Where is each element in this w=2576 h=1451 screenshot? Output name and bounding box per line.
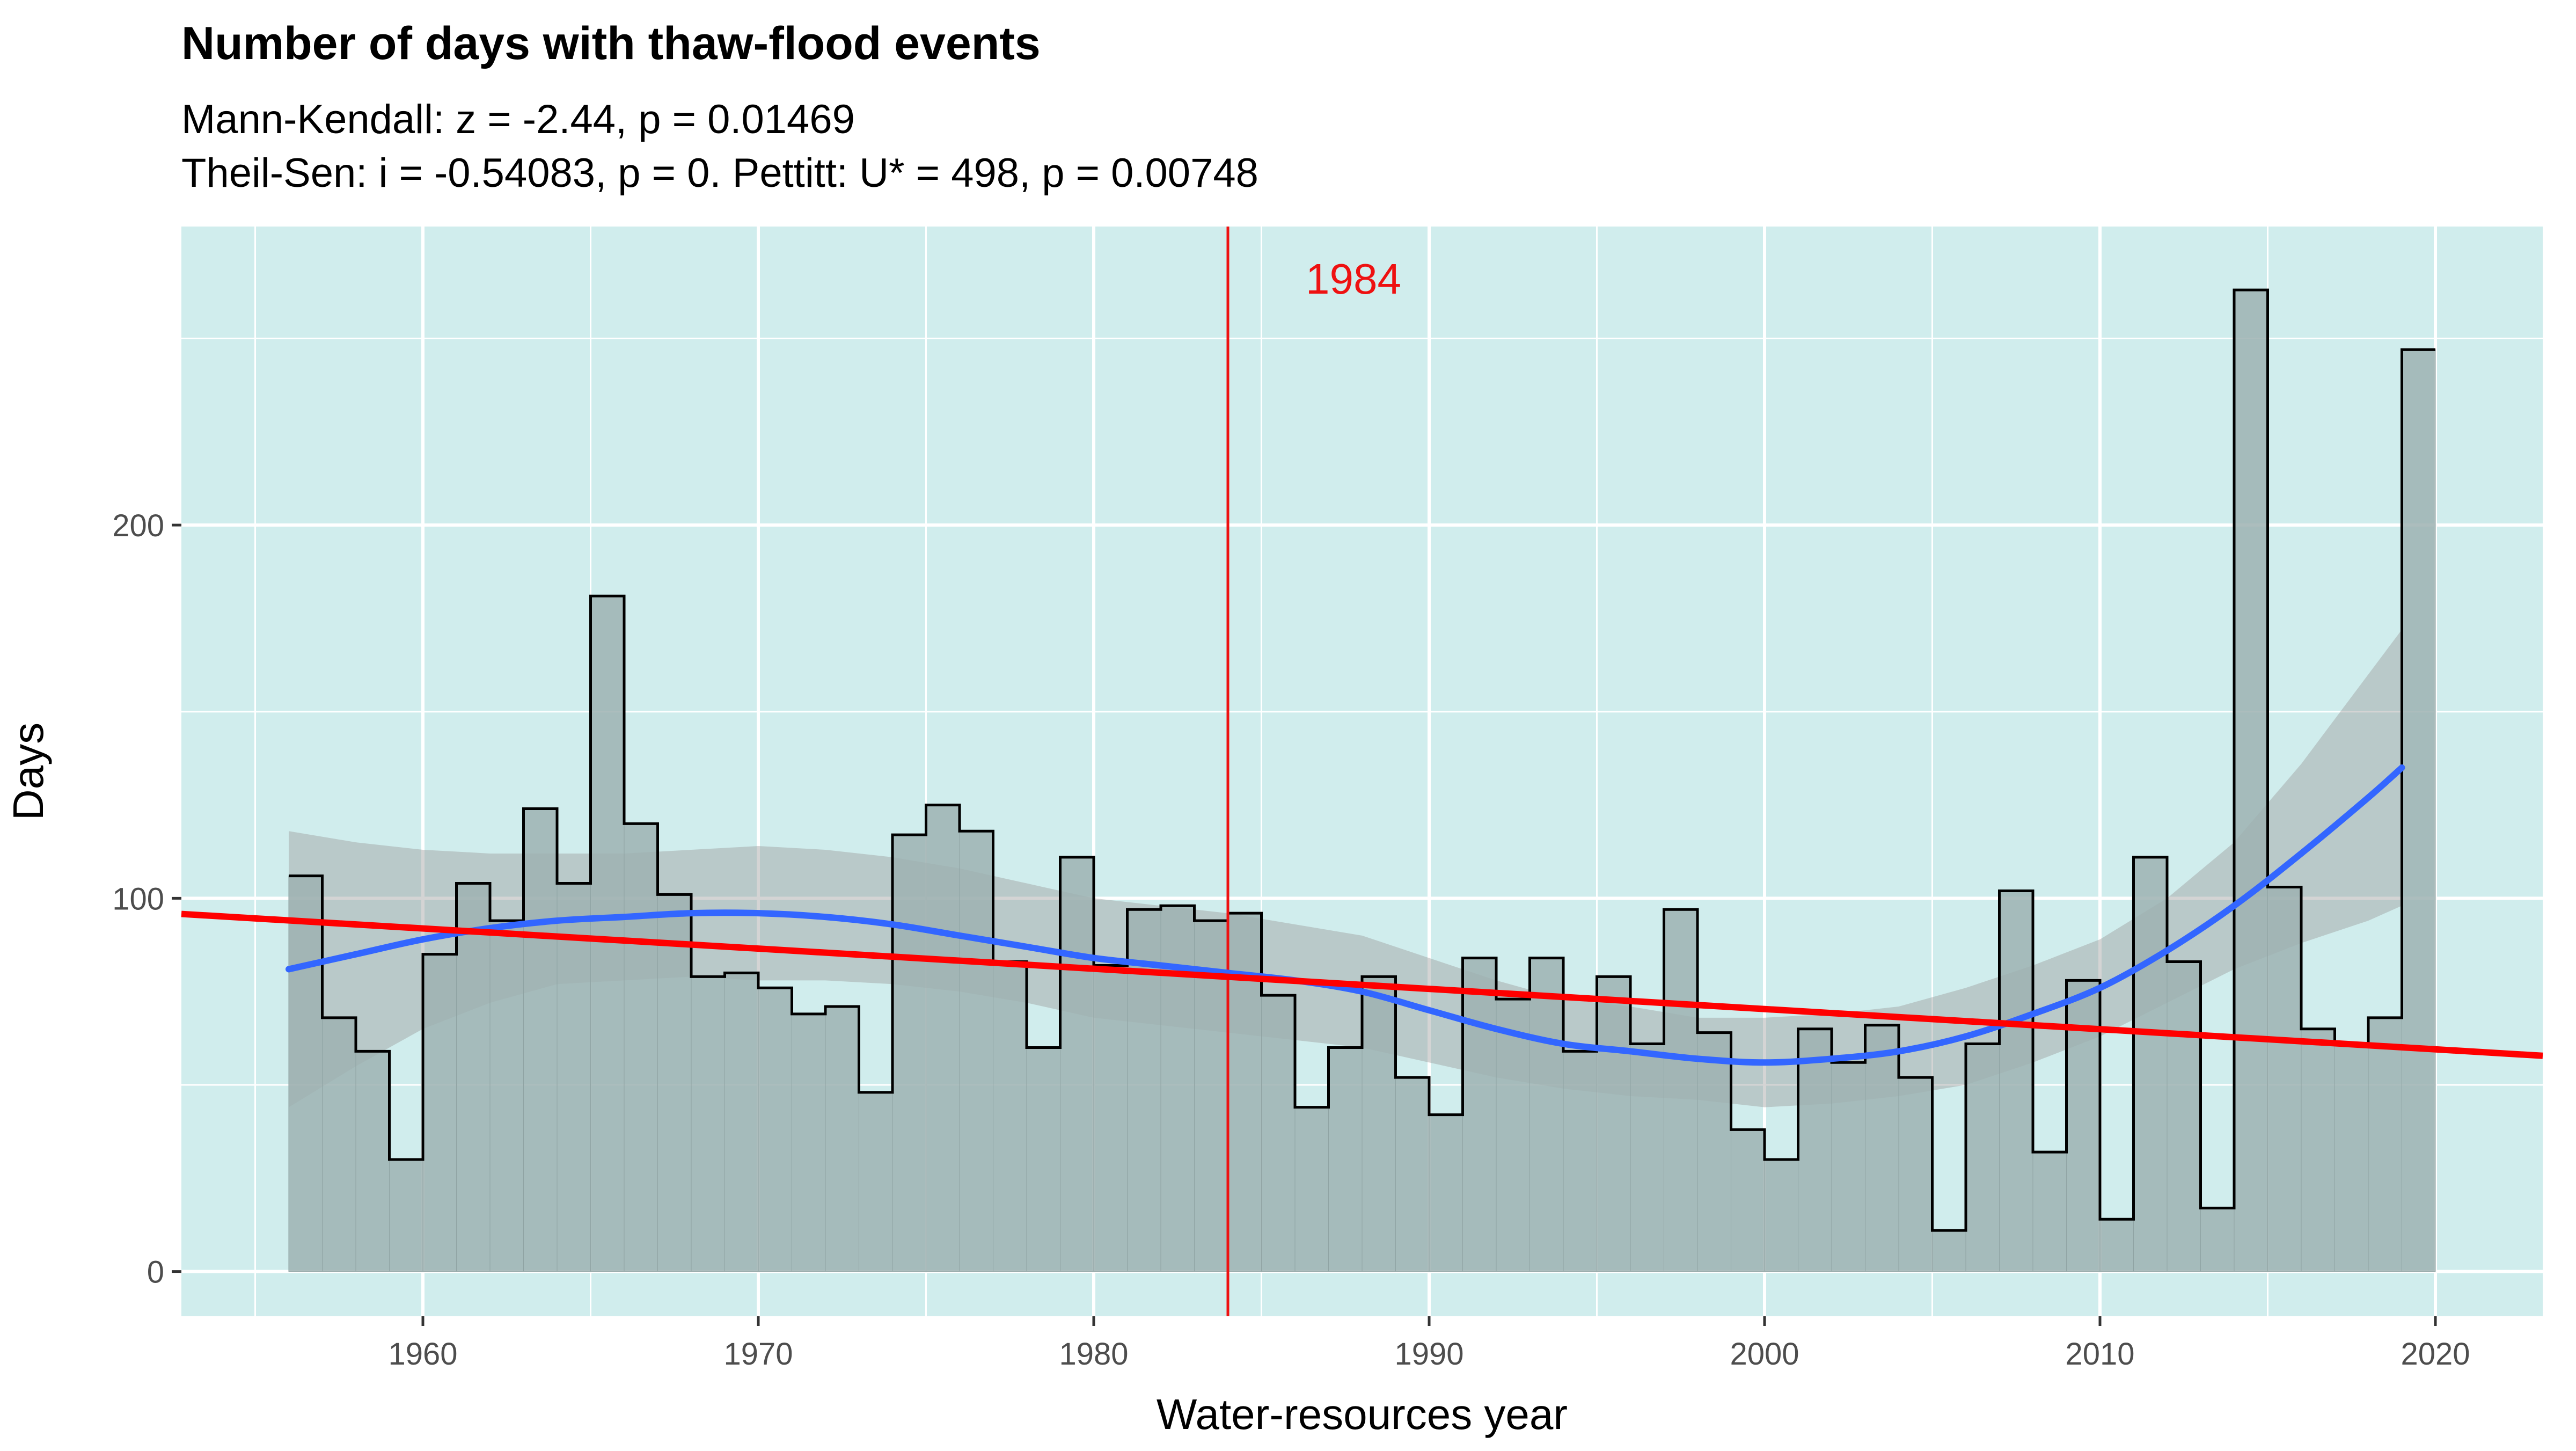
bar-1988 <box>1362 976 1396 1272</box>
bar-1973 <box>859 1092 893 1272</box>
bar-1993 <box>1529 958 1564 1272</box>
y-tick-label: 100 <box>112 881 164 916</box>
bar-1984 <box>1227 913 1262 1272</box>
bar-1957 <box>322 1017 356 1272</box>
bar-1968 <box>691 976 725 1272</box>
bar-1995 <box>1597 976 1631 1272</box>
bar-1964 <box>557 883 591 1272</box>
bar-1962 <box>489 920 524 1272</box>
bar-2003 <box>1865 1025 1899 1272</box>
bar-2010 <box>2099 1219 2134 1272</box>
x-tick-label: 1980 <box>1059 1337 1128 1372</box>
bar-1976 <box>959 830 993 1272</box>
bar-1959 <box>389 1159 423 1272</box>
bar-2016 <box>2301 1029 2335 1272</box>
bar-2018 <box>2368 1017 2402 1272</box>
bar-1986 <box>1294 1107 1329 1272</box>
y-axis: 0 100 200 <box>112 508 181 1290</box>
bar-1980 <box>1093 965 1128 1272</box>
trend-line <box>181 910 2543 1059</box>
bar-1989 <box>1395 1077 1430 1272</box>
bar-1966 <box>624 823 658 1272</box>
bar-1982 <box>1160 905 1195 1272</box>
bar-1992 <box>1496 998 1530 1272</box>
bar-1961 <box>456 883 491 1272</box>
bar-2011 <box>2133 857 2168 1272</box>
smooth-confidence-band <box>289 629 2402 1107</box>
bar-2017 <box>2334 1044 2369 1272</box>
bar-2015 <box>2267 887 2302 1272</box>
bar-1971 <box>792 1013 826 1272</box>
bar-1987 <box>1328 1047 1363 1272</box>
bar-2004 <box>1898 1077 1933 1272</box>
bar-1956 <box>288 876 323 1272</box>
bar-1972 <box>825 1006 859 1272</box>
bar-2019 <box>2402 349 2436 1272</box>
bar-2008 <box>2032 1151 2067 1272</box>
bar-1991 <box>1462 958 1497 1272</box>
bars <box>288 288 2436 1272</box>
change-point-label: 1984 <box>1306 255 1401 303</box>
chart-subtitle-line-2: Theil-Sen: i = -0.54083, p = 0. Pettitt:… <box>181 150 1258 196</box>
bar-1969 <box>724 972 759 1272</box>
x-tick-label: 1970 <box>723 1337 793 1372</box>
x-tick-label: 1960 <box>388 1337 457 1372</box>
x-tick-label: 1990 <box>1394 1337 1463 1372</box>
bar-1967 <box>657 894 692 1272</box>
chart-subtitle-line-1: Mann-Kendall: z = -2.44, p = 0.01469 <box>181 97 855 142</box>
bar-2009 <box>2066 980 2101 1272</box>
x-tick-label: 2010 <box>2065 1337 2134 1372</box>
x-axis: 1960 1970 1980 1990 2000 2010 2020 <box>388 1316 2470 1372</box>
bar-1985 <box>1261 995 1296 1272</box>
bar-2012 <box>2167 961 2201 1272</box>
bar-2007 <box>1999 890 2033 1272</box>
bar-1975 <box>926 805 960 1272</box>
bar-1963 <box>523 808 558 1272</box>
bar-1996 <box>1630 1044 1664 1272</box>
bar-1974 <box>892 834 926 1272</box>
bar-1979 <box>1060 857 1094 1272</box>
bar-2000 <box>1764 1159 1798 1272</box>
y-tick-label: 0 <box>147 1255 164 1290</box>
lines <box>181 227 2543 1316</box>
x-tick-label: 2000 <box>1730 1337 1799 1372</box>
x-tick-label: 2020 <box>2401 1337 2470 1372</box>
bar-1999 <box>1731 1129 1765 1272</box>
bar-2013 <box>2200 1207 2235 1272</box>
bar-1997 <box>1664 909 1698 1272</box>
bar-2002 <box>1831 1062 1865 1272</box>
smooth-ribbon <box>289 629 2402 1107</box>
bar-1977 <box>993 961 1027 1272</box>
bar-2001 <box>1798 1029 1832 1272</box>
bar-1965 <box>590 595 625 1272</box>
bar-2005 <box>1932 1230 1966 1272</box>
bar-1994 <box>1563 1051 1597 1272</box>
bar-1958 <box>355 1051 390 1272</box>
bar-step-outline <box>289 288 2435 1232</box>
bar-1960 <box>422 954 457 1272</box>
x-axis-title: Water-resources year <box>1157 1390 1568 1438</box>
y-axis-title: Days <box>4 723 52 820</box>
smooth-line <box>286 764 2405 1066</box>
bar-2006 <box>1965 1044 2000 1272</box>
bar-1990 <box>1429 1114 1463 1272</box>
bar-1978 <box>1026 1047 1060 1272</box>
bar-2014 <box>2234 289 2268 1272</box>
bar-1998 <box>1697 1032 1731 1272</box>
bar-1970 <box>758 987 792 1272</box>
chart-title: Number of days with thaw-flood events <box>181 18 1041 69</box>
y-tick-label: 200 <box>112 508 164 543</box>
